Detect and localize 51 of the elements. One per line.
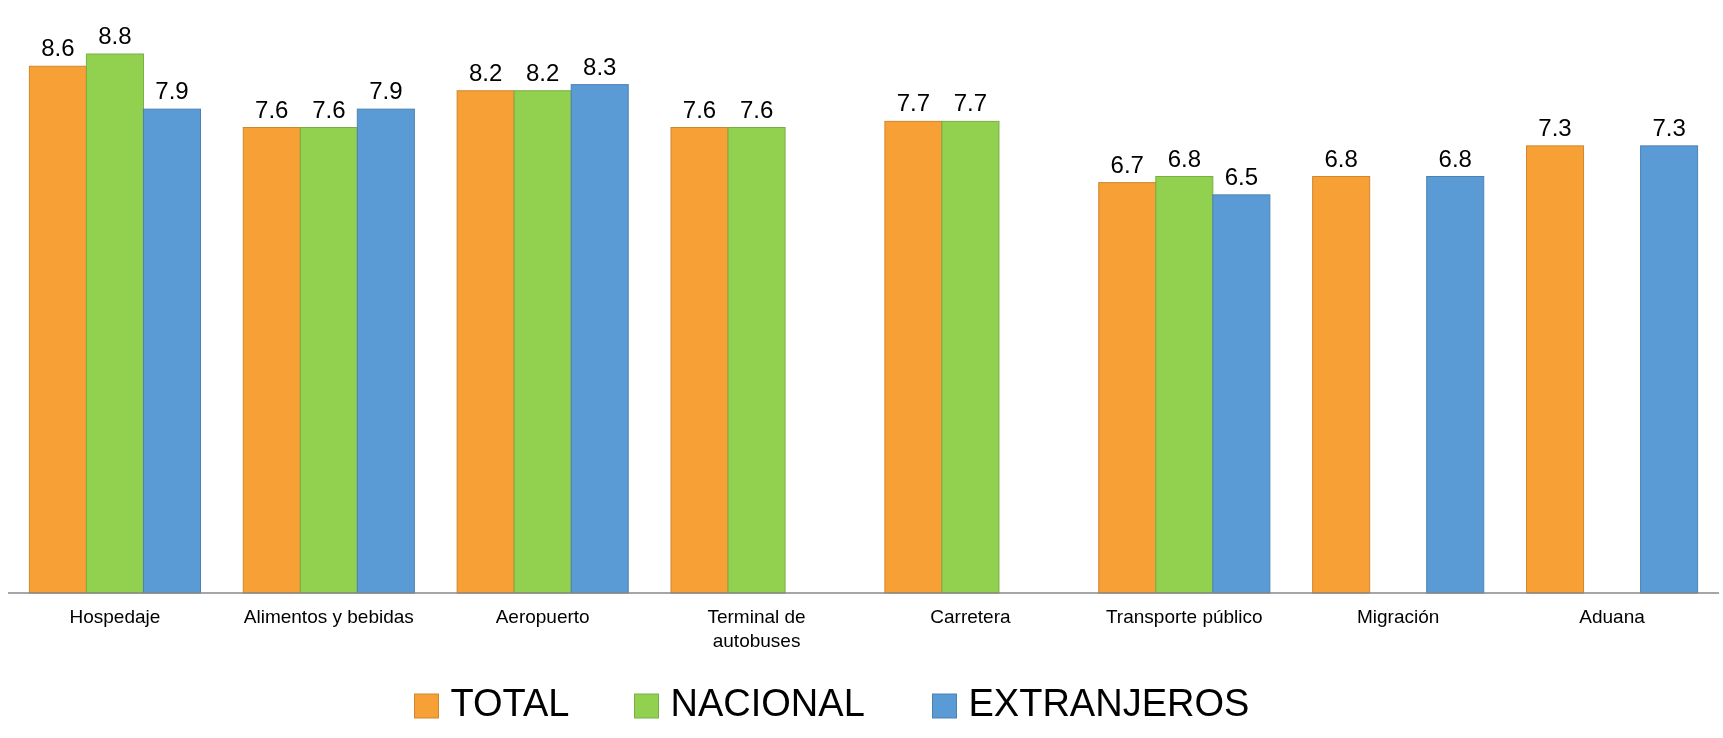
data-label: 8.2 — [468, 58, 503, 86]
bar — [941, 120, 1000, 594]
legend-label: NACIONAL — [670, 682, 865, 724]
bar — [670, 127, 729, 594]
x-tick-label: Terminal de autobuses — [707, 606, 806, 651]
data-label: 7.6 — [255, 95, 289, 123]
bar — [1312, 176, 1371, 594]
bar — [1526, 145, 1585, 594]
data-label: 7.9 — [369, 77, 403, 105]
x-tick-label: Transporte público — [1105, 606, 1263, 627]
x-tick-label: Carretera — [930, 606, 1011, 627]
bar — [513, 90, 572, 594]
bar — [884, 120, 943, 594]
data-label: 8.2 — [526, 58, 560, 86]
data-label: 7.3 — [1538, 113, 1572, 141]
bar — [1098, 182, 1157, 594]
bar — [1426, 176, 1485, 594]
data-label: 7.6 — [312, 95, 346, 123]
legend-label: EXTRANJEROS — [968, 682, 1250, 724]
data-label: 6.5 — [1224, 162, 1259, 190]
bar — [242, 127, 301, 594]
x-tick-label: Migración — [1357, 606, 1440, 627]
bar — [28, 65, 87, 594]
data-label: 6.8 — [1438, 144, 1472, 172]
bar — [1155, 176, 1214, 594]
data-label: 8.6 — [41, 34, 75, 62]
data-label: 7.9 — [155, 77, 189, 105]
data-label: 7.3 — [1652, 113, 1686, 141]
bar — [1212, 194, 1271, 594]
data-label: 7.6 — [682, 95, 717, 123]
bar — [85, 53, 144, 594]
data-label: 7.7 — [953, 89, 988, 117]
x-tick-label: Aduana — [1579, 606, 1646, 627]
bar — [299, 127, 358, 594]
legend-label: TOTAL — [450, 682, 570, 724]
data-label: 7.6 — [739, 95, 774, 123]
data-label: 8.3 — [583, 52, 617, 80]
x-tick-label: Aeropuerto — [495, 606, 590, 627]
bar — [142, 108, 201, 594]
bar — [727, 127, 786, 594]
data-label: 8.8 — [98, 22, 132, 49]
bar — [456, 90, 515, 594]
x-tick-label: Hospedaje — [69, 606, 161, 627]
bar — [356, 108, 415, 594]
data-label: 6.8 — [1167, 144, 1201, 172]
x-tick-label: Alimentos y bebidas — [243, 606, 414, 627]
bar — [570, 84, 629, 594]
bar — [1640, 145, 1699, 594]
data-label: 6.7 — [1110, 150, 1144, 178]
data-label: 6.8 — [1324, 144, 1358, 172]
data-label: 7.7 — [896, 89, 931, 117]
